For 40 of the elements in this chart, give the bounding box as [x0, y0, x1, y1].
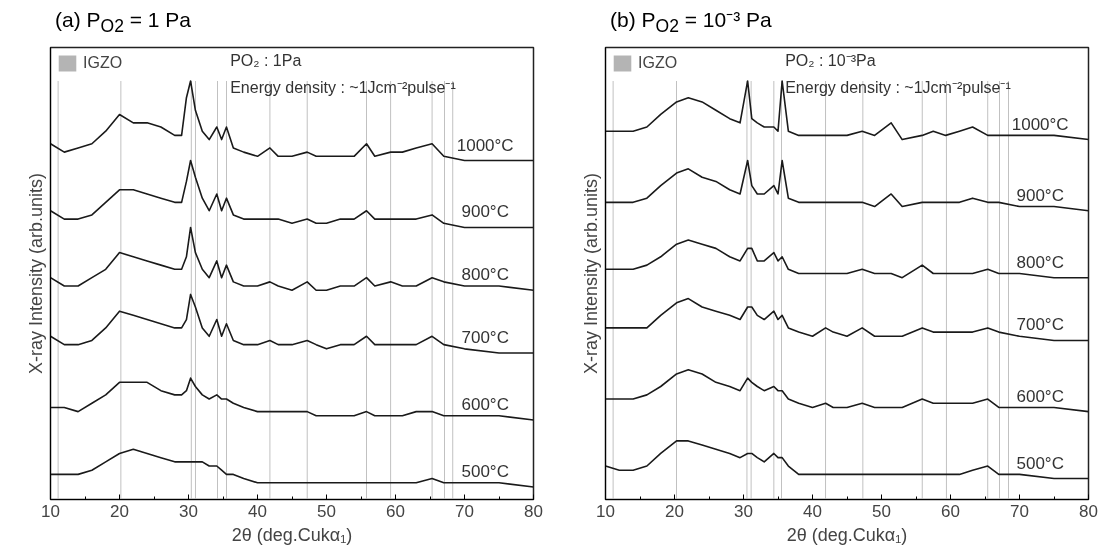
- legend-label: IGZO: [638, 54, 678, 72]
- series-label: 1000°C: [1011, 114, 1069, 134]
- x-tick-label: 40: [248, 501, 267, 521]
- x-tick-label: 10: [596, 501, 615, 521]
- series-label: 700°C: [1016, 315, 1064, 335]
- x-tick-label: 70: [455, 501, 474, 521]
- series-label: 1000°C: [456, 135, 514, 155]
- x-axis-title: 2θ (deg.Cukα₁): [231, 524, 353, 545]
- x-tick-label: 20: [665, 501, 684, 521]
- x-tick-label: 60: [941, 501, 960, 521]
- annotation: Energy density : ~1Jcm⁻²pulse⁻¹: [230, 78, 456, 96]
- text: PO₂ : 10⁻³Pa: [785, 51, 876, 69]
- series-label: 500°C: [1016, 453, 1064, 473]
- series-label: 900°C: [1016, 185, 1064, 205]
- series-label: 800°C: [461, 265, 509, 285]
- chart-title: (b) P$_{O2}$ = 10⁻³ Pa: [610, 7, 772, 39]
- annotation: Energy density : ~1Jcm⁻²pulse⁻¹: [785, 78, 1011, 96]
- legend-label: IGZO: [83, 54, 123, 72]
- series-label: 600°C: [1016, 386, 1064, 406]
- x-tick-label: 50: [317, 501, 336, 521]
- x-tick-label: 80: [1079, 501, 1098, 521]
- x-tick-label: 40: [803, 501, 822, 521]
- y-axis-title: X-ray Intensity (arb.units): [580, 172, 601, 375]
- text: PO₂ : 1Pa: [230, 51, 302, 69]
- chart-title: (a) P$_{O2}$ = 1 Pa: [55, 7, 192, 39]
- series-label: 500°C: [461, 461, 509, 481]
- series-label: 600°C: [461, 394, 509, 414]
- x-tick-label: 80: [524, 501, 543, 521]
- x-tick-label: 10: [41, 501, 60, 521]
- series-label: 800°C: [1016, 252, 1064, 272]
- y-axis-title: X-ray Intensity (arb.units): [25, 172, 46, 375]
- x-tick-label: 60: [386, 501, 405, 521]
- series-label: 700°C: [461, 328, 509, 348]
- x-tick-label: 30: [734, 501, 753, 521]
- x-tick-label: 30: [179, 501, 198, 521]
- x-tick-label: 50: [872, 501, 891, 521]
- x-tick-label: 20: [110, 501, 129, 521]
- x-tick-label: 70: [1010, 501, 1029, 521]
- x-axis-title: 2θ (deg.Cukα₁): [786, 524, 908, 545]
- series-label: 900°C: [461, 202, 509, 222]
